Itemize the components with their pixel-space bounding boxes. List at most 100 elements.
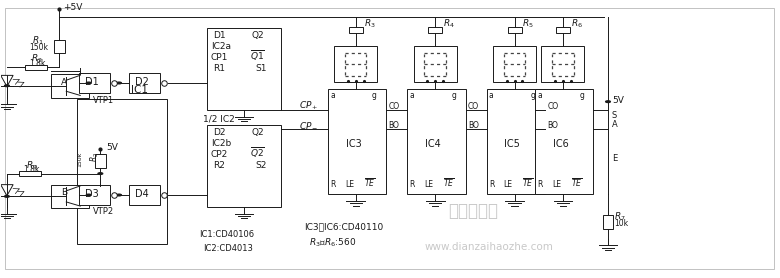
Text: R: R <box>330 180 335 189</box>
Text: BO: BO <box>548 121 558 130</box>
Text: $\overline{TE}$: $\overline{TE}$ <box>443 177 455 189</box>
Bar <box>129 185 161 205</box>
Circle shape <box>5 85 9 86</box>
Bar <box>20 171 41 176</box>
Text: $\overline{Q1}$: $\overline{Q1}$ <box>250 49 264 63</box>
Text: IC4: IC4 <box>425 139 441 149</box>
Text: 1/2 IC2: 1/2 IC2 <box>203 115 235 124</box>
Circle shape <box>117 82 122 84</box>
Text: D2: D2 <box>213 128 225 137</box>
Bar <box>54 40 65 53</box>
Text: $\overline{TE}$: $\overline{TE}$ <box>571 177 582 189</box>
Circle shape <box>606 101 610 103</box>
Bar <box>349 27 363 33</box>
Bar <box>51 185 89 208</box>
Circle shape <box>87 82 91 84</box>
Text: B: B <box>61 188 67 197</box>
Text: LE: LE <box>424 180 433 189</box>
Bar <box>25 64 47 70</box>
Text: $R_2$: $R_2$ <box>31 53 43 65</box>
Text: CP2: CP2 <box>211 150 229 159</box>
Text: g: g <box>531 91 536 100</box>
Text: $R_2$: $R_2$ <box>89 152 101 162</box>
Text: CP1: CP1 <box>211 53 229 62</box>
Text: VTP2: VTP2 <box>93 207 114 216</box>
Bar <box>493 46 536 82</box>
Bar <box>95 155 106 168</box>
Text: $\overline{TE}$: $\overline{TE}$ <box>523 177 534 189</box>
Bar <box>79 185 110 205</box>
Text: CO: CO <box>548 101 558 111</box>
Text: 5V: 5V <box>612 96 624 105</box>
Bar <box>207 125 281 207</box>
Text: $R_3$～$R_6$:560: $R_3$～$R_6$:560 <box>309 237 356 249</box>
Bar <box>79 73 110 93</box>
Text: $R_4$: $R_4$ <box>443 18 455 31</box>
Text: BO: BO <box>388 121 399 130</box>
Text: S2: S2 <box>255 161 267 170</box>
Text: g: g <box>452 91 456 100</box>
Text: IC2a: IC2a <box>211 42 231 51</box>
Circle shape <box>98 173 103 174</box>
Text: IC1: IC1 <box>131 85 147 95</box>
Text: IC3～IC6:CD40110: IC3～IC6:CD40110 <box>304 222 384 231</box>
Text: CO: CO <box>468 101 479 111</box>
Text: a: a <box>330 91 335 100</box>
Text: $R_3$: $R_3$ <box>363 18 375 31</box>
Text: a: a <box>410 91 414 100</box>
Text: $R_7$: $R_7$ <box>614 210 626 223</box>
Text: $R_5$: $R_5$ <box>523 18 534 31</box>
Bar <box>207 28 281 110</box>
Text: LE: LE <box>504 180 512 189</box>
Circle shape <box>5 195 9 197</box>
Text: E: E <box>612 154 617 163</box>
Text: www.dianzaihaozhe.com: www.dianzaihaozhe.com <box>425 242 554 252</box>
Bar <box>407 89 466 194</box>
Text: IC3: IC3 <box>346 139 361 149</box>
Text: IC6: IC6 <box>553 139 569 149</box>
Text: D1: D1 <box>213 31 226 40</box>
Text: $\overline{TE}$: $\overline{TE}$ <box>363 177 375 189</box>
Polygon shape <box>1 75 13 86</box>
Text: IC5: IC5 <box>505 139 520 149</box>
Text: 10k: 10k <box>614 219 629 228</box>
Text: 1.8k: 1.8k <box>29 59 45 68</box>
Text: IC2b: IC2b <box>211 139 231 148</box>
Text: $R_9$: $R_9$ <box>26 159 37 172</box>
Circle shape <box>87 194 91 196</box>
Text: 電子愛好者: 電子愛好者 <box>448 202 498 220</box>
Text: g: g <box>372 91 377 100</box>
Text: CO: CO <box>388 101 399 111</box>
Bar <box>541 46 584 82</box>
Text: R: R <box>410 180 415 189</box>
Text: $R_6$: $R_6$ <box>571 18 583 31</box>
Text: VTP1: VTP1 <box>93 96 114 105</box>
Text: D1: D1 <box>85 77 98 87</box>
Circle shape <box>117 194 122 196</box>
Text: BO: BO <box>468 121 479 130</box>
Text: D4: D4 <box>136 189 149 199</box>
Bar <box>487 89 545 194</box>
Text: D2: D2 <box>136 77 149 87</box>
Bar <box>77 99 167 244</box>
Bar <box>51 74 89 98</box>
Bar <box>556 27 570 33</box>
Text: +5V: +5V <box>63 3 83 13</box>
Text: a: a <box>489 91 494 100</box>
Text: Q2: Q2 <box>251 128 264 137</box>
Text: S: S <box>612 111 617 120</box>
Text: LE: LE <box>552 180 561 189</box>
Text: a: a <box>537 91 542 100</box>
Bar <box>413 46 456 82</box>
Text: Q2: Q2 <box>251 31 264 40</box>
Text: 150k: 150k <box>77 152 82 167</box>
Text: R: R <box>489 180 495 189</box>
Bar <box>335 46 378 82</box>
Text: R2: R2 <box>213 161 225 170</box>
Text: $\overline{Q2}$: $\overline{Q2}$ <box>250 145 264 160</box>
Bar <box>428 27 442 33</box>
Bar <box>535 89 594 194</box>
Text: g: g <box>580 91 584 100</box>
Text: IC2:CD4013: IC2:CD4013 <box>203 244 253 253</box>
Bar <box>508 27 522 33</box>
